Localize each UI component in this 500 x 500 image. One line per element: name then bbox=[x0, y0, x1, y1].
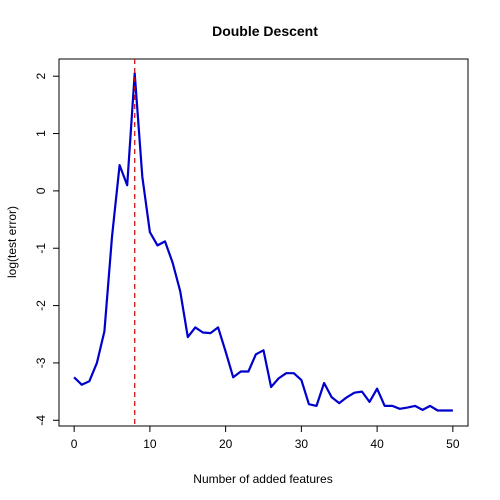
x-axis: 0 10 20 30 40 50 bbox=[71, 426, 460, 451]
y-axis: -4 -3 -2 -1 0 1 2 bbox=[34, 73, 59, 426]
x-tick-label: 50 bbox=[446, 437, 460, 451]
y-tick-label: -1 bbox=[34, 243, 48, 254]
y-tick-label: -4 bbox=[34, 415, 48, 426]
x-tick-label: 40 bbox=[370, 437, 384, 451]
chart-title: Double Descent bbox=[212, 23, 318, 39]
y-tick-label: 2 bbox=[34, 73, 48, 80]
plot-frame bbox=[58, 58, 469, 427]
series-line bbox=[73, 72, 453, 412]
y-tick-label: -3 bbox=[34, 357, 48, 368]
plot-marks bbox=[73, 59, 453, 426]
x-tick-label: 20 bbox=[219, 437, 233, 451]
x-tick-label: 0 bbox=[71, 437, 78, 451]
y-tick-label: 1 bbox=[34, 130, 48, 137]
x-tick-label: 10 bbox=[143, 437, 157, 451]
x-axis-label: Number of added features bbox=[193, 472, 332, 486]
x-tick-label: 30 bbox=[295, 437, 309, 451]
y-axis-label: log(test error) bbox=[5, 206, 19, 278]
y-tick-label: -2 bbox=[34, 300, 48, 311]
y-tick-label: 0 bbox=[34, 187, 48, 194]
